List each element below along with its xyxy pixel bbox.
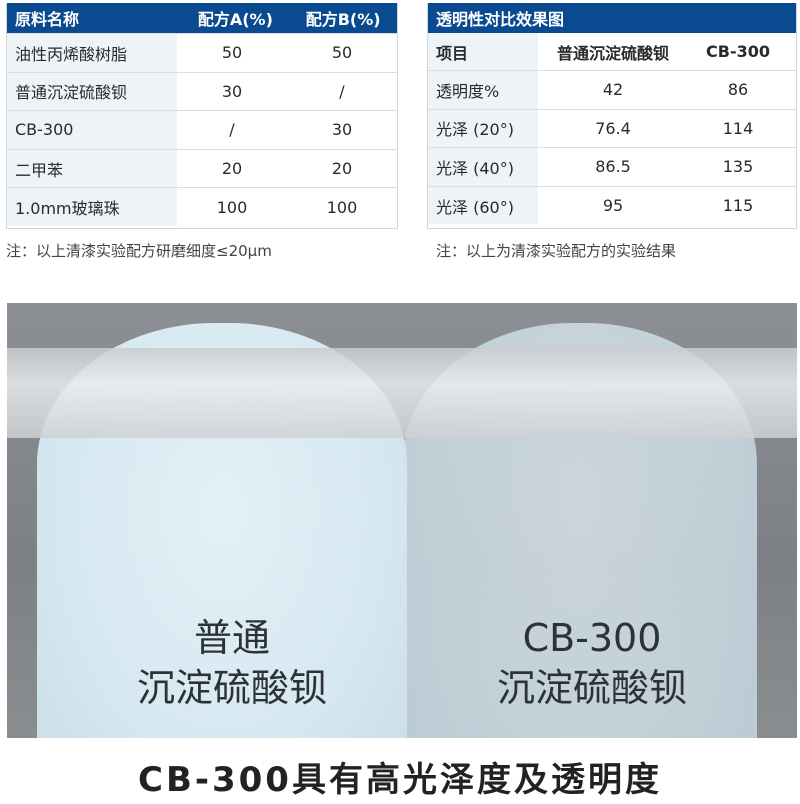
table-cell: 50 — [221, 43, 243, 63]
header-cell: 原料名称 — [15, 10, 80, 29]
table-cell: 光泽 (40°) — [428, 148, 538, 186]
table-cell: 76.4 — [595, 118, 631, 138]
header-cell: 普通沉淀硫酸钡 — [556, 43, 669, 63]
table-cell: 42 — [602, 80, 624, 100]
table-row: CB-300 / 30 — [7, 110, 397, 149]
page-title: CB-300具有高光泽度及透明度 — [138, 760, 662, 800]
table-cell: 1.0mm玻璃珠 — [7, 188, 177, 226]
table-cell: 油性丙烯酸树脂 — [7, 34, 177, 72]
table-cell: 115 — [722, 196, 754, 216]
table-cell: 95 — [602, 196, 624, 216]
table-cell: 30 — [331, 120, 353, 140]
header-cell: CB-300 — [706, 42, 770, 61]
table-cell: 20 — [331, 159, 353, 179]
formula-table: 原料名称 配方A(%) 配方B(%) 油性丙烯酸树脂 50 50 普通沉淀硫酸钡 30 /… — [6, 3, 398, 229]
comparison-photo: 普通沉淀硫酸钡 CB-300 沉淀硫酸钡 — [7, 303, 797, 738]
table-cell: 二甲苯 — [7, 149, 177, 188]
table-row: 光泽 (60°) 95 115 — [428, 185, 796, 225]
result-table-header: 项目 普通沉淀硫酸钡 CB-300 — [428, 33, 796, 70]
formula-table-header: 原料名称 配方A(%) 配方B(%) — [7, 3, 397, 33]
table-cell: 114 — [722, 118, 754, 138]
table-row: 二甲苯 20 20 — [7, 148, 397, 188]
table-cell: 普通沉淀硫酸钡 — [7, 72, 177, 111]
table-cell: 100 — [326, 197, 358, 217]
table-cell: 86.5 — [595, 157, 631, 177]
label-line: CB-300 — [522, 616, 662, 660]
label-line: 沉淀硫酸钡 — [136, 666, 327, 710]
table-row: 普通沉淀硫酸钡 30 / — [7, 71, 397, 111]
table-cell: / — [339, 81, 345, 101]
label-line: 普通 — [193, 616, 270, 660]
header-cell: 配方B(%) — [305, 10, 381, 29]
table-row: 透明度% 42 86 — [428, 70, 796, 109]
table-cell: 透明度% — [428, 71, 538, 109]
table-cell: 135 — [722, 157, 754, 177]
table-cell: 30 — [221, 81, 243, 101]
table-cell: 20 — [221, 159, 243, 179]
table-row: 1.0mm玻璃珠 100 100 — [7, 187, 397, 226]
table-title: 透明性对比效果图 — [436, 10, 565, 29]
rod — [7, 348, 797, 438]
header-cell: 项目 — [428, 33, 538, 70]
table-cell: 50 — [331, 43, 353, 63]
table-cell: CB-300 — [7, 111, 177, 149]
table-cell: / — [229, 120, 235, 140]
result-table: 透明性对比效果图 项目 普通沉淀硫酸钡 CB-300 透明度% 42 86 光泽 (2… — [427, 3, 797, 229]
table-row: 光泽 (20°) 76.4 114 — [428, 108, 796, 148]
label-line: 沉淀硫酸钡 — [496, 666, 687, 710]
formula-note: 注：以上清漆实验配方研磨细度≤20μm — [6, 242, 272, 260]
table-cell: 光泽 (20°) — [428, 109, 538, 148]
left-label: 普通 沉淀硫酸钡 — [67, 613, 397, 713]
table-cell: 86 — [727, 80, 749, 100]
result-table-title: 透明性对比效果图 — [428, 3, 796, 33]
table-cell: 光泽 (60°) — [428, 186, 538, 225]
table-row: 光泽 (40°) 86.5 135 — [428, 147, 796, 186]
right-label: CB-300 沉淀硫酸钡 — [427, 613, 757, 713]
table-row: 油性丙烯酸树脂 50 50 — [7, 33, 397, 72]
table-cell: 100 — [216, 197, 248, 217]
result-note: 注：以上为清漆实验配方的实验结果 — [436, 242, 677, 260]
header-cell: 配方A(%) — [197, 10, 273, 29]
